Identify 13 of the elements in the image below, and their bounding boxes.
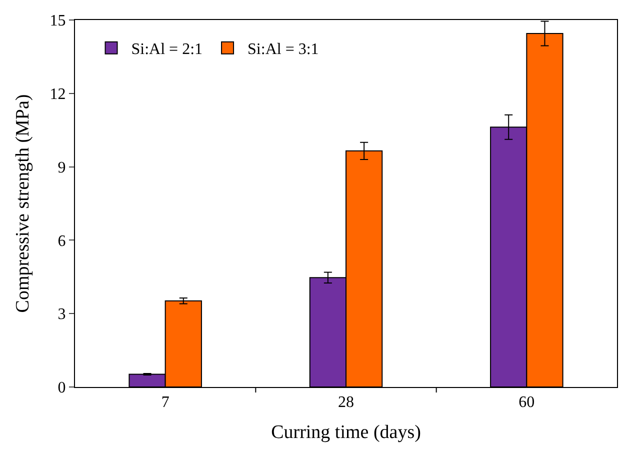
x-axis-title: Curring time (days) — [271, 422, 421, 443]
y-tick-label: 15 — [50, 12, 66, 30]
y-axis-title: Compressive strength (MPa) — [12, 94, 34, 313]
y-tick-label: 6 — [58, 232, 66, 250]
y-tick-label: 9 — [58, 159, 66, 176]
y-tick-label: 12 — [50, 86, 66, 103]
x-tick-label: 7 — [161, 394, 170, 412]
legend-label: Si:Al = 3:1 — [248, 41, 319, 58]
y-tick-label: 3 — [58, 306, 66, 324]
x-tick-label: 28 — [338, 394, 354, 412]
legend-label: Si:Al = 2:1 — [131, 41, 203, 58]
x-tick-label: 60 — [518, 394, 535, 412]
y-tick-label: 0 — [58, 380, 66, 397]
